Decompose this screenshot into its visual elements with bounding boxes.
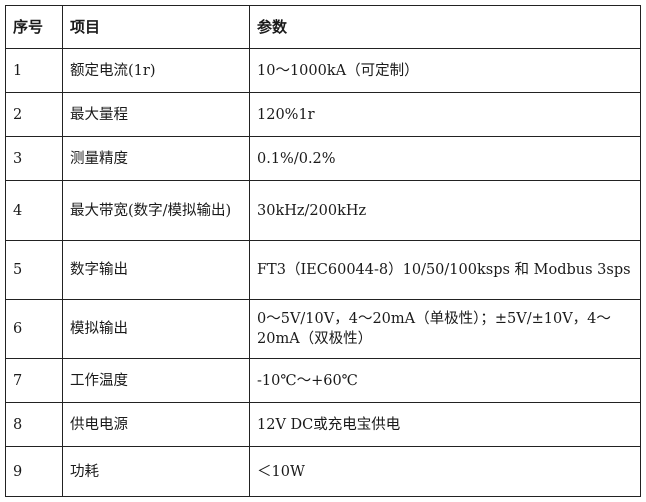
row-param: FT3（IEC60044-8）10/50/100ksps 和 Modbus 3s…	[249, 240, 641, 300]
row-item: 最大量程	[62, 92, 250, 137]
row-index: 2	[5, 92, 63, 137]
table-row: 4 最大带宽(数字/模拟输出) 30kHz/200kHz	[5, 180, 641, 241]
header-param: 参数	[249, 5, 641, 49]
row-item: 数字输出	[62, 240, 250, 300]
row-item: 工作温度	[62, 358, 250, 403]
row-index: 1	[5, 48, 63, 93]
header-item: 项目	[62, 5, 250, 49]
table-row: 9 功耗 ＜10W	[5, 446, 641, 497]
row-item: 功耗	[62, 446, 250, 497]
row-param: 12V DC或充电宝供电	[249, 402, 641, 447]
table-row: 5 数字输出 FT3（IEC60044-8）10/50/100ksps 和 Mo…	[5, 240, 641, 300]
table-row: 2 最大量程 120%1r	[5, 92, 641, 137]
row-item: 额定电流(1r)	[62, 48, 250, 93]
header-index: 序号	[5, 5, 63, 49]
table-row: 1 额定电流(1r) 10～1000kA（可定制）	[5, 48, 641, 93]
table-row: 7 工作温度 -10℃～+60℃	[5, 358, 641, 403]
row-param: 0～5V/10V，4～20mA（单极性）；±5V/±10V，4～20mA（双极性…	[249, 299, 641, 359]
row-index: 7	[5, 358, 63, 403]
row-item: 模拟输出	[62, 299, 250, 359]
table-row: 6 模拟输出 0～5V/10V，4～20mA（单极性）；±5V/±10V，4～2…	[5, 299, 641, 359]
row-index: 4	[5, 180, 63, 241]
table-row: 8 供电电源 12V DC或充电宝供电	[5, 402, 641, 447]
row-index: 5	[5, 240, 63, 300]
row-item: 供电电源	[62, 402, 250, 447]
row-param: 30kHz/200kHz	[249, 180, 641, 241]
header-row: 序号 项目 参数	[5, 5, 641, 49]
row-param: ＜10W	[249, 446, 641, 497]
row-item: 测量精度	[62, 136, 250, 181]
row-index: 8	[5, 402, 63, 447]
spec-table: 序号 项目 参数 1 额定电流(1r) 10～1000kA（可定制） 2 最大量…	[5, 5, 641, 497]
row-item: 最大带宽(数字/模拟输出)	[62, 180, 250, 241]
row-index: 9	[5, 446, 63, 497]
row-param: 0.1%/0.2%	[249, 136, 641, 181]
row-param: 120%1r	[249, 92, 641, 137]
row-index: 6	[5, 299, 63, 359]
row-param: -10℃～+60℃	[249, 358, 641, 403]
table-row: 3 测量精度 0.1%/0.2%	[5, 136, 641, 181]
row-index: 3	[5, 136, 63, 181]
row-param: 10～1000kA（可定制）	[249, 48, 641, 93]
